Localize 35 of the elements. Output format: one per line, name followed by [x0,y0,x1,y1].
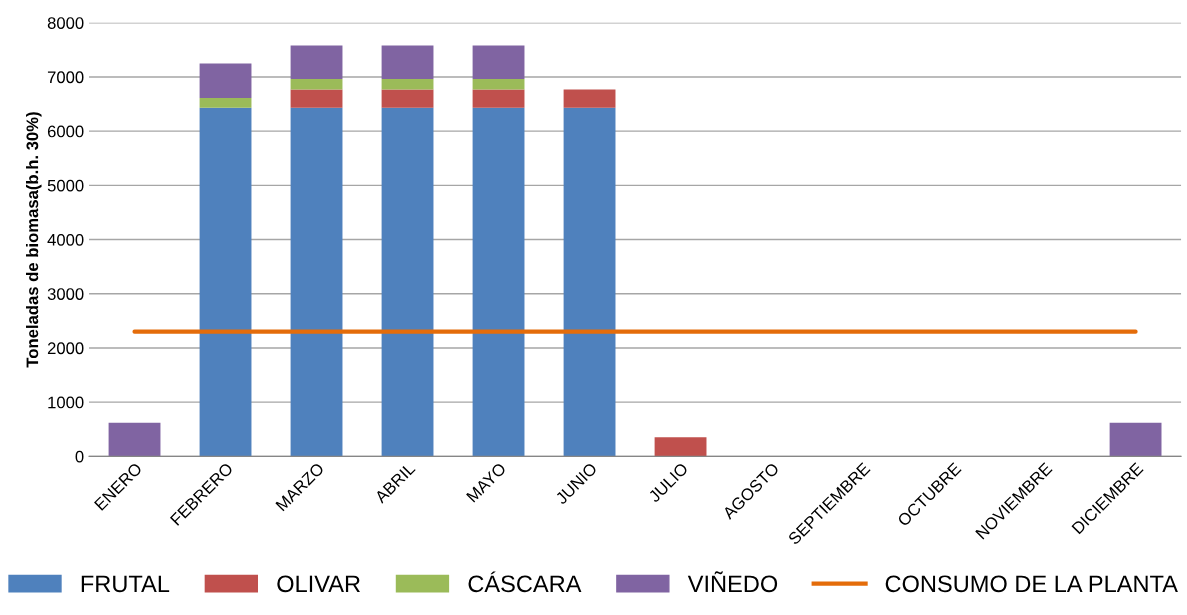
bar [472,45,525,80]
y-tick-label: 6000 [47,125,84,138]
bar [1109,422,1162,457]
legend-label: CONSUMO DE LA PLANTA [885,575,1178,593]
legend-label: CÁSCARA [468,571,582,593]
bar [290,45,343,80]
bar [472,89,525,108]
bar [381,45,434,80]
bar [199,63,252,99]
y-tick-label: 4000 [47,233,84,246]
bar [199,98,252,108]
y-tick-label: 7000 [47,71,84,84]
legend-label: FRUTAL [81,575,170,593]
bar [381,79,434,90]
bar [472,79,525,90]
legend-label: VIÑEDO [687,571,778,593]
legend-label: OLIVAR [277,575,360,593]
y-tick-label: 1000 [48,396,84,409]
bar [381,89,434,108]
bar [654,437,707,457]
bar [108,422,161,457]
y-tick-label: 3000 [47,288,84,300]
bar [563,107,616,457]
bar [381,107,434,457]
bar [472,107,525,457]
y-axis-title: Toneladas de biomasa(b.h. 30%) [26,112,42,368]
y-tick-label: 2000 [47,342,84,355]
y-tick-label: 5000 [47,179,84,192]
bar [290,79,343,90]
bar [563,89,616,108]
bar [290,89,343,108]
y-tick-label: 0 [75,450,84,463]
bar [290,107,343,457]
bar [199,107,252,457]
y-tick-label: 8000 [47,17,84,29]
